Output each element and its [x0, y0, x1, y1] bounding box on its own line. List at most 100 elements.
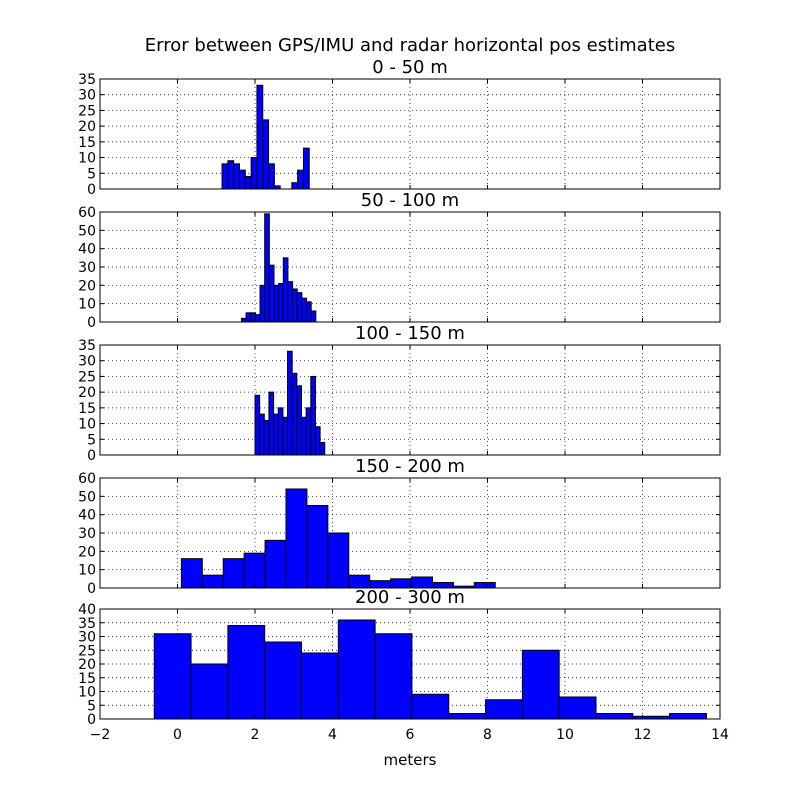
y-tick-label: 5 [87, 432, 96, 448]
histogram-bar [296, 292, 303, 323]
y-tick-label: 60 [78, 471, 96, 487]
histogram-bar [287, 281, 294, 323]
y-tick-label: 50 [78, 223, 96, 239]
y-tick-label: 5 [87, 166, 96, 182]
subplot-title: 0 - 50 m [372, 57, 448, 78]
histogram-bar [319, 441, 326, 456]
y-tick-label: 30 [78, 260, 96, 276]
histogram-bar [254, 394, 261, 456]
y-tick-label: 5 [87, 698, 96, 714]
y-tick-label: 15 [78, 135, 96, 151]
histogram-bar [306, 505, 329, 589]
y-tick-label: 10 [78, 417, 96, 433]
x-tick-label: 0 [173, 727, 182, 743]
y-tick-label: 10 [78, 685, 96, 701]
y-tick-label: 20 [78, 544, 96, 560]
histogram-bar [310, 375, 316, 456]
histogram-bar [411, 693, 450, 720]
y-tick-label: 35 [78, 616, 96, 632]
histogram-bar [243, 552, 266, 589]
histogram-bar [327, 532, 350, 589]
x-tick-label: 14 [711, 727, 729, 743]
histogram-bar [310, 310, 317, 323]
histogram-bar [296, 385, 303, 456]
histogram-bar [297, 169, 304, 190]
histogram-bar [227, 160, 235, 190]
histogram-bar [222, 558, 245, 589]
y-tick-label: 25 [78, 369, 96, 385]
histogram-bar [233, 163, 240, 190]
x-tick-label: 10 [556, 727, 574, 743]
histogram-bar [245, 312, 252, 323]
y-tick-label: 30 [78, 354, 96, 370]
histogram-bar [314, 426, 321, 456]
histogram-bar [448, 713, 487, 720]
histogram-bar [264, 641, 302, 720]
y-tick-label: 20 [78, 278, 96, 294]
x-tick-label: 6 [406, 727, 415, 743]
y-tick-label: 10 [78, 151, 96, 167]
histogram-bar [285, 488, 308, 589]
y-tick-label: 40 [78, 602, 96, 618]
histogram-bar [259, 413, 265, 456]
y-tick-label: 50 [78, 489, 96, 505]
histogram-bar [264, 539, 287, 589]
y-tick-label: 20 [78, 657, 96, 673]
subplot-title: 100 - 150 m [355, 323, 465, 344]
histogram-bar [374, 633, 413, 720]
y-tick-label: 30 [78, 630, 96, 646]
x-axis-label: meters [384, 751, 437, 769]
histogram-bar [301, 652, 339, 720]
histogram-bar [291, 372, 298, 456]
histogram-bar [240, 317, 247, 323]
y-tick-label: 25 [78, 643, 96, 659]
subplot-4: 0 10 20 30 40 50 60 150 - 200 m [78, 456, 721, 597]
figure-title: Error between GPS/IMU and radar horizont… [145, 35, 675, 56]
y-tick-label: 0 [87, 315, 96, 331]
histogram-bar [301, 416, 307, 456]
subplot-title: 200 - 300 m [355, 587, 465, 608]
x-tick-label: 2 [251, 727, 260, 743]
histogram-bar [301, 297, 308, 323]
histogram-bar [595, 713, 634, 720]
y-tick-label: 0 [87, 182, 96, 198]
y-tick-label: 30 [78, 526, 96, 542]
histogram-bar [292, 288, 298, 323]
histogram-bar [521, 649, 560, 720]
x-tick-label: 12 [634, 727, 652, 743]
y-tick-label: 40 [78, 508, 96, 524]
histogram-bar [268, 264, 275, 323]
histogram-bar [277, 407, 284, 456]
subplot-2: 0 10 20 30 40 50 60 50 - 100 m [78, 190, 721, 331]
histogram-bar [227, 625, 266, 720]
y-tick-label: 10 [78, 563, 96, 579]
subplot-title: 150 - 200 m [355, 456, 465, 477]
x-tick-label: −2 [90, 727, 111, 743]
y-tick-label: 35 [78, 338, 96, 354]
histogram-bar [485, 699, 523, 720]
histogram-bar [256, 84, 264, 190]
y-tick-label: 30 [78, 88, 96, 104]
y-tick-label: 15 [78, 401, 96, 417]
histogram-bar [273, 413, 279, 456]
y-tick-label: 20 [78, 385, 96, 401]
y-tick-label: 20 [78, 119, 96, 135]
histogram-bar [669, 713, 707, 720]
y-tick-label: 0 [87, 448, 96, 464]
histogram-bar [190, 663, 229, 720]
y-tick-label: 25 [78, 103, 96, 119]
x-tick-label: 4 [328, 727, 337, 743]
histogram-bar [337, 619, 376, 720]
histogram-bar [268, 163, 275, 190]
y-tick-label: 40 [78, 242, 96, 258]
histogram-bar [473, 582, 496, 589]
histogram-bar [282, 257, 289, 323]
histogram-bar [273, 284, 280, 323]
histogram-bar [221, 163, 229, 190]
histogram-bar [244, 175, 252, 190]
histogram-bar [263, 419, 270, 456]
histogram-bar [201, 574, 224, 589]
